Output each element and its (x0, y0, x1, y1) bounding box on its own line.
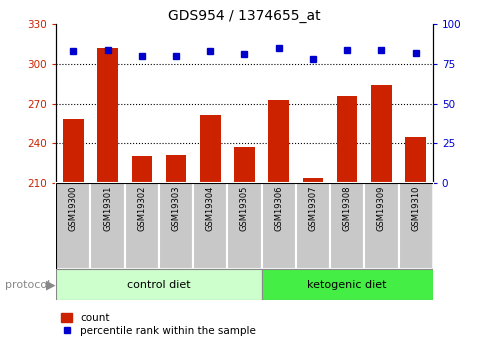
Text: GSM19301: GSM19301 (103, 186, 112, 231)
Text: GSM19303: GSM19303 (171, 186, 180, 231)
Text: control diet: control diet (127, 280, 190, 289)
Bar (329, 183, 364, 269)
Text: GSM19304: GSM19304 (205, 186, 214, 231)
Text: protocol: protocol (5, 280, 50, 289)
Text: GSM19310: GSM19310 (410, 186, 419, 231)
Text: GSM19308: GSM19308 (342, 186, 351, 231)
Bar (159, 183, 193, 269)
Text: GSM19300: GSM19300 (69, 186, 78, 231)
Text: GSM19305: GSM19305 (240, 186, 248, 231)
Bar (398, 183, 432, 269)
Legend: count, percentile rank within the sample: count, percentile rank within the sample (61, 313, 256, 336)
Text: GDS954 / 1374655_at: GDS954 / 1374655_at (168, 9, 320, 23)
Bar (364, 183, 398, 269)
Bar (295, 183, 329, 269)
Bar (90, 183, 124, 269)
Bar (63, 119, 83, 183)
Text: GSM19306: GSM19306 (274, 186, 283, 231)
Bar (268, 100, 288, 183)
Bar (97, 48, 118, 183)
Bar (200, 116, 220, 183)
Text: GSM19309: GSM19309 (376, 186, 385, 231)
Bar (227, 183, 261, 269)
Bar (124, 183, 159, 269)
Bar (193, 183, 227, 269)
Bar (336, 96, 357, 183)
Bar (165, 155, 186, 183)
Bar (302, 178, 323, 183)
Text: ▶: ▶ (46, 278, 56, 291)
Bar (234, 147, 254, 183)
Bar (405, 137, 425, 183)
Bar (131, 156, 152, 183)
Bar (261, 269, 432, 300)
Bar (261, 183, 295, 269)
Bar (370, 85, 391, 183)
Bar (56, 269, 261, 300)
Text: ketogenic diet: ketogenic diet (307, 280, 386, 289)
Text: GSM19307: GSM19307 (308, 186, 317, 231)
Bar (56, 183, 90, 269)
Text: GSM19302: GSM19302 (137, 186, 146, 231)
